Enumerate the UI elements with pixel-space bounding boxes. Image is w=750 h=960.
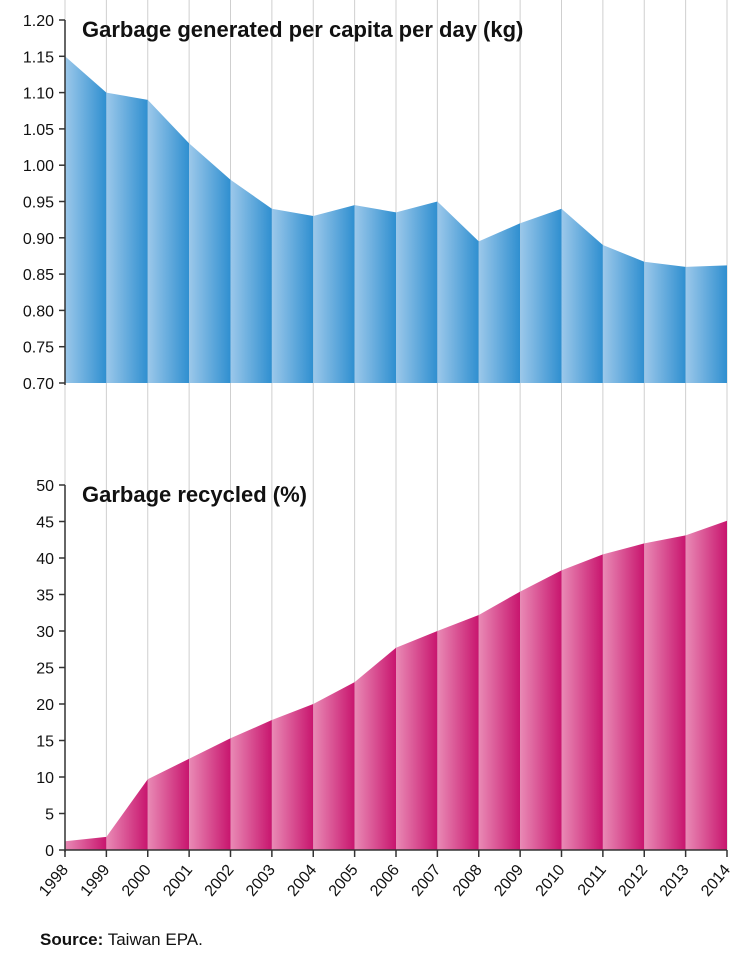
area-band-2000: [147, 99, 190, 384]
y-tick-label: 1.05: [23, 122, 54, 139]
x-tick-label: 2001: [160, 862, 196, 900]
area-band-2013: [685, 520, 727, 850]
x-tick-label: 2013: [657, 862, 693, 900]
source-label: Source:: [40, 930, 104, 949]
area-band-2011: [602, 543, 645, 850]
y-tick-label: 35: [36, 588, 54, 605]
area-band-2002: [230, 179, 272, 383]
area-band-1999: [106, 779, 148, 850]
x-tick-label: 2012: [615, 862, 651, 900]
chart-title: Garbage generated per capita per day (kg…: [82, 17, 523, 42]
x-tick-label: 2011: [575, 862, 610, 899]
area-band-2012: [644, 261, 686, 383]
x-axis-labels: 1998 1999 2000 2001 2002 2003 2004 2005 2006 2007…: [36, 850, 734, 900]
source-note: Source: Taiwan EPA.: [40, 930, 203, 950]
y-tick-label: 1.20: [23, 13, 54, 30]
area-band-2009: [520, 208, 562, 383]
area-band-2011: [602, 245, 645, 383]
y-tick-label: 0.75: [23, 340, 54, 357]
x-tick-label: 2004: [284, 862, 320, 900]
area-chart-1: 0.70 0.75 0.80 0.85 0.90 0.95 1.00 1.05 1.10 1.15…: [23, 13, 728, 393]
area-band-2010: [561, 554, 603, 850]
x-tick-label: 2002: [202, 862, 238, 900]
y-tick-label: 0.80: [23, 303, 54, 320]
x-tick-label: 2006: [367, 862, 403, 900]
area-band-1998: [65, 836, 107, 850]
y-tick-label: 0: [45, 843, 54, 860]
x-tick-label: 1998: [36, 862, 72, 900]
area-band-2010: [561, 208, 603, 383]
y-tick-label: 50: [36, 478, 54, 495]
x-tick-label: 1999: [78, 862, 114, 900]
y-tick-label: 15: [36, 734, 54, 751]
x-tick-label: 2008: [450, 862, 486, 900]
area-band-2005: [354, 205, 396, 383]
y-tick-label: 1.10: [23, 86, 54, 103]
area-band-2008: [478, 591, 521, 850]
x-tick-label: 2010: [533, 862, 569, 900]
source-text: Taiwan EPA.: [103, 930, 203, 949]
y-tick-label: 0.70: [23, 376, 54, 393]
x-tick-label: 2007: [409, 862, 445, 900]
y-tick-label: 40: [36, 551, 54, 568]
chart-title: Garbage recycled (%): [82, 482, 307, 507]
y-tick-label: 0.95: [23, 195, 54, 212]
y-tick-label: 45: [36, 515, 54, 532]
area-band-1998: [65, 56, 107, 384]
area-band-2003: [271, 704, 314, 850]
area-band-2001: [189, 738, 231, 850]
area-band-2003: [271, 208, 314, 383]
area-band-2013: [685, 265, 727, 383]
x-tick-label: 2005: [326, 862, 362, 900]
area-band-2007: [437, 614, 479, 850]
area-band-1999: [106, 92, 148, 383]
area-band-2005: [354, 647, 396, 850]
y-tick-label: 1.00: [23, 158, 54, 175]
area-band-2000: [147, 758, 190, 850]
y-tick-label: 0.90: [23, 231, 54, 248]
y-tick-label: 10: [36, 770, 54, 787]
y-tick-label: 25: [36, 661, 54, 678]
y-tick-label: 0.85: [23, 267, 54, 284]
y-tick-label: 30: [36, 624, 54, 641]
area-band-2006: [396, 201, 438, 383]
area-band-2001: [189, 143, 231, 383]
area-band-2004: [313, 682, 355, 850]
y-tick-label: 20: [36, 697, 54, 714]
area-band-2012: [644, 535, 686, 850]
x-tick-label: 2000: [119, 862, 155, 900]
x-tick-label: 2003: [243, 862, 279, 900]
area-band-2009: [520, 570, 562, 850]
area-band-2002: [230, 720, 272, 850]
x-tick-label: 2014: [698, 862, 734, 900]
area-band-2004: [313, 205, 355, 383]
area-band-2006: [396, 631, 438, 850]
y-tick-label: 5: [45, 807, 54, 824]
y-tick-label: 1.15: [23, 49, 54, 66]
area-band-2007: [437, 201, 479, 383]
x-tick-label: 2009: [491, 862, 527, 900]
area-chart-2: 0 5 10 15 20 25 30 35 40 45 50 Garbage recycled (%): [36, 478, 728, 860]
area-band-2008: [478, 223, 521, 383]
